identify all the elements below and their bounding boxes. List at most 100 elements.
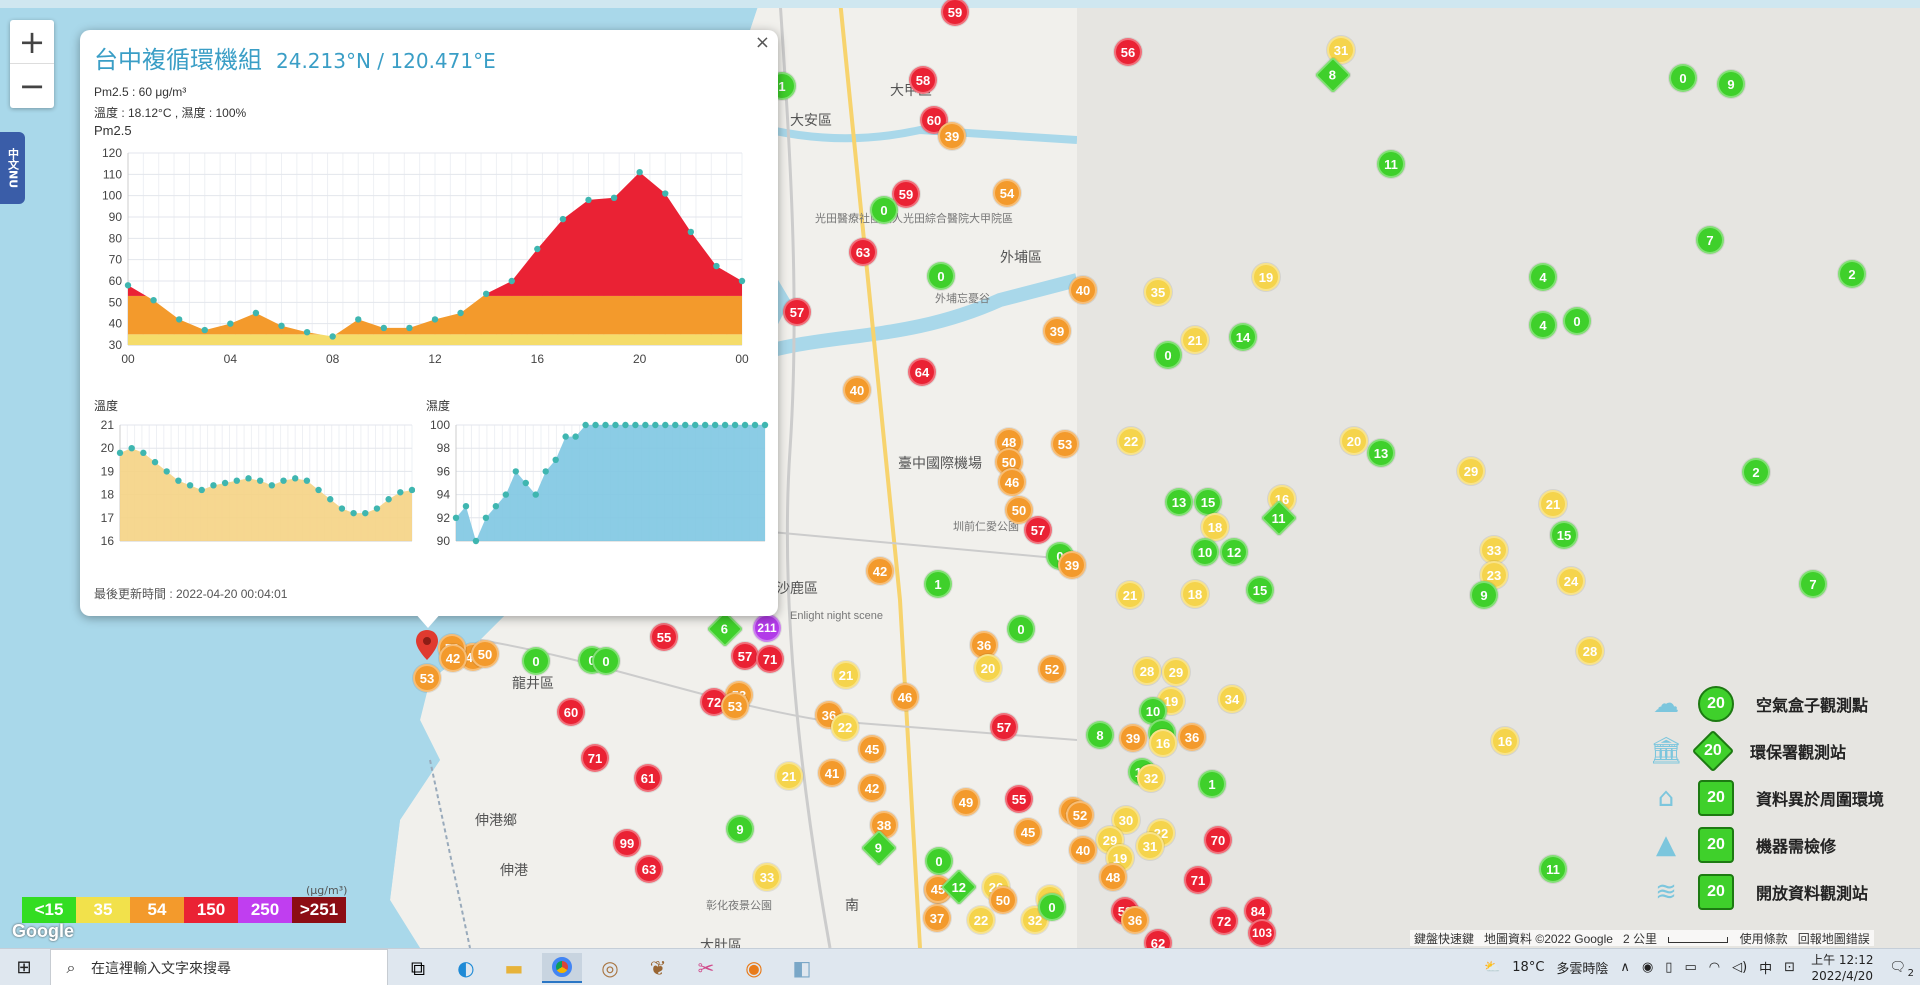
device-icon[interactable]: ▯: [1665, 960, 1673, 975]
station-marker[interactable]: 18: [1181, 580, 1209, 608]
station-marker[interactable]: 57: [783, 298, 811, 326]
windows-start-icon[interactable]: ⊞: [16, 957, 32, 978]
weather-icon[interactable]: ⛅: [1484, 960, 1501, 975]
station-marker[interactable]: 20: [1340, 427, 1368, 455]
station-marker[interactable]: 59: [941, 0, 969, 26]
station-marker[interactable]: 50: [1005, 496, 1033, 524]
station-marker[interactable]: 36: [1178, 723, 1206, 751]
station-marker[interactable]: 9: [1717, 70, 1745, 98]
station-marker[interactable]: 29: [1162, 658, 1190, 686]
task-view-icon[interactable]: ⧉: [410, 956, 426, 980]
pm25-chart[interactable]: 30 40 50 60 70 80 90 100 110 120 00 04 08 12 16 20 00: [90, 145, 760, 370]
station-marker[interactable]: 39: [938, 122, 966, 150]
station-marker[interactable]: 46: [998, 468, 1026, 496]
station-marker[interactable]: 10: [1191, 538, 1219, 566]
station-marker[interactable]: 35: [1144, 278, 1172, 306]
station-marker[interactable]: 40: [843, 376, 871, 404]
station-marker[interactable]: 103: [1248, 919, 1276, 947]
station-marker[interactable]: 12: [1220, 538, 1248, 566]
station-marker[interactable]: 31: [1136, 832, 1164, 860]
station-marker[interactable]: 0: [927, 262, 955, 290]
station-marker[interactable]: 50: [989, 886, 1017, 914]
station-marker[interactable]: 0: [522, 647, 550, 675]
station-marker[interactable]: 0: [1038, 893, 1066, 921]
station-marker[interactable]: 36: [970, 631, 998, 659]
station-marker[interactable]: 53: [1051, 430, 1079, 458]
station-marker[interactable]: 0: [592, 647, 620, 675]
station-marker[interactable]: 0: [1563, 307, 1591, 335]
wifi-icon[interactable]: ◠: [1708, 960, 1721, 975]
zoom-in-button[interactable]: +: [10, 20, 54, 64]
station-marker[interactable]: 8: [1086, 721, 1114, 749]
station-marker[interactable]: 48: [1099, 863, 1127, 891]
station-marker[interactable]: 71: [756, 645, 784, 673]
station-marker[interactable]: 13: [1367, 439, 1395, 467]
station-marker[interactable]: 34: [1218, 685, 1246, 713]
station-marker[interactable]: 22: [967, 906, 995, 934]
app-icon-snipping[interactable]: ✂: [697, 956, 715, 980]
zoom-out-button[interactable]: −: [18, 67, 46, 105]
station-marker[interactable]: 14: [1229, 323, 1257, 351]
station-marker[interactable]: 0: [1669, 64, 1697, 92]
weather-temp[interactable]: 18°C: [1512, 960, 1545, 975]
station-marker[interactable]: 99: [613, 829, 641, 857]
temperature-chart[interactable]: 16 17 18 19 20 21: [90, 415, 415, 545]
battery-icon[interactable]: ▭: [1684, 960, 1697, 975]
station-marker[interactable]: 63: [849, 238, 877, 266]
station-marker[interactable]: 7: [1696, 226, 1724, 254]
station-marker[interactable]: 39: [1119, 724, 1147, 752]
station-marker[interactable]: 57: [990, 713, 1018, 741]
station-marker[interactable]: 16: [1491, 727, 1519, 755]
station-marker[interactable]: 19: [1252, 263, 1280, 291]
station-marker[interactable]: 70: [1204, 826, 1232, 854]
station-marker[interactable]: 0: [1154, 341, 1182, 369]
station-marker[interactable]: 1: [924, 570, 952, 598]
station-marker[interactable]: 39: [1043, 317, 1071, 345]
station-marker[interactable]: 64: [908, 358, 936, 386]
station-marker[interactable]: 50: [471, 640, 499, 668]
station-marker[interactable]: 9: [1470, 581, 1498, 609]
report-error-link[interactable]: 回報地圖錯誤: [1797, 932, 1870, 946]
station-marker[interactable]: 0: [870, 196, 898, 224]
station-marker[interactable]: 22: [831, 713, 859, 741]
volume-icon[interactable]: ◁): [1732, 960, 1748, 975]
close-icon[interactable]: ×: [754, 32, 770, 53]
notification-icon[interactable]: 🗨 2: [1889, 960, 1914, 979]
station-marker[interactable]: 42: [866, 557, 894, 585]
station-marker[interactable]: 52: [1038, 655, 1066, 683]
station-marker[interactable]: 0: [1007, 615, 1035, 643]
station-marker[interactable]: 33: [1480, 536, 1508, 564]
station-marker[interactable]: 71: [1184, 866, 1212, 894]
station-marker[interactable]: 7: [1799, 570, 1827, 598]
station-marker[interactable]: 2: [1838, 260, 1866, 288]
station-marker[interactable]: 11: [1377, 150, 1405, 178]
station-marker[interactable]: 42: [858, 774, 886, 802]
station-marker[interactable]: 21: [1116, 581, 1144, 609]
station-marker[interactable]: 40: [1069, 836, 1097, 864]
station-marker[interactable]: 49: [952, 788, 980, 816]
station-marker[interactable]: 32: [1137, 764, 1165, 792]
station-marker[interactable]: 53: [721, 692, 749, 720]
chrome-icon[interactable]: [542, 953, 582, 983]
side-panel-tab[interactable]: 中文NU: [0, 132, 25, 204]
station-marker[interactable]: 39: [1058, 551, 1086, 579]
station-marker[interactable]: 0: [925, 847, 953, 875]
station-marker[interactable]: 21: [775, 762, 803, 790]
station-marker[interactable]: 60: [557, 698, 585, 726]
station-marker[interactable]: 40: [1069, 276, 1097, 304]
record-icon[interactable]: ◉: [1641, 960, 1654, 975]
terms-link[interactable]: 使用條款: [1739, 932, 1788, 946]
station-marker[interactable]: 18: [1201, 513, 1229, 541]
app-icon-box[interactable]: ◧: [792, 956, 812, 980]
clock[interactable]: 上午 12:12 2022/4/20: [1811, 952, 1873, 984]
station-marker[interactable]: 211: [753, 614, 781, 642]
ime-mode-icon[interactable]: ⊡: [1784, 960, 1796, 975]
station-marker[interactable]: 29: [1096, 826, 1124, 854]
app-icon-blender[interactable]: ◉: [745, 956, 763, 980]
station-marker[interactable]: 72: [1210, 907, 1238, 935]
station-marker[interactable]: 15: [1194, 488, 1222, 516]
file-explorer-icon[interactable]: ▬: [504, 956, 524, 980]
ime-indicator[interactable]: 中: [1759, 962, 1773, 977]
chevron-up-icon[interactable]: ∧: [1620, 960, 1630, 975]
